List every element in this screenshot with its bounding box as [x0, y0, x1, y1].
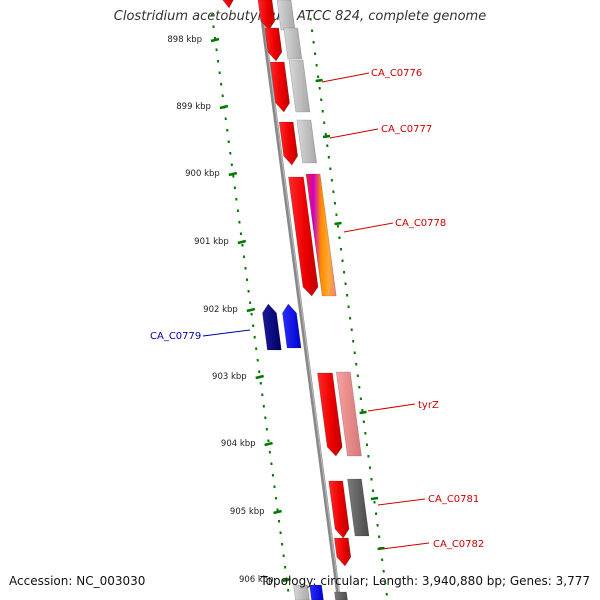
- tick-mark: [322, 134, 331, 139]
- tick-label: 901 kbp: [194, 237, 229, 247]
- backbone-highlight: [260, 0, 341, 600]
- gene-label: CA_C0779: [150, 331, 201, 342]
- gene-arrow: [309, 584, 324, 600]
- gene-label: tyrZ: [418, 400, 439, 411]
- tick-mark: [246, 307, 256, 313]
- cog-bar: [293, 584, 310, 600]
- gene-arrow-tyrz: [317, 372, 343, 457]
- tick-mark: [228, 171, 238, 177]
- gene-arrow-ca-c0778: [288, 176, 319, 297]
- gene-label: CA_C0778: [395, 218, 446, 229]
- gene-arrow: [282, 303, 302, 349]
- tick-label: 906 kbp: [239, 575, 274, 585]
- cog-bar: [335, 371, 362, 457]
- tick-mark: [315, 78, 323, 83]
- genome-summary: Topology: circular; Length: 3,940,880 bp…: [260, 574, 590, 588]
- tick-label: 899 kbp: [176, 102, 211, 112]
- gene-arrow: [257, 0, 276, 31]
- gene-arrow: [264, 27, 283, 62]
- tick-mark: [255, 374, 264, 380]
- tick-mark: [273, 509, 282, 515]
- tick-label: 900 kbp: [185, 169, 220, 179]
- gene-arrow-ca-c0782: [333, 537, 352, 567]
- gene-leader-line: [329, 128, 379, 139]
- tick-label: 898 kbp: [167, 35, 202, 45]
- gene-arrow-ca-c0781: [328, 480, 350, 539]
- gene-arrow-ca-c0776: [269, 61, 290, 113]
- gene-label: CA_C0777: [381, 124, 432, 135]
- cog-bar-multi: [305, 173, 337, 297]
- cog-bar: [334, 591, 348, 600]
- backbone-line: [258, 0, 341, 600]
- accession-label: Accession: NC_003030: [9, 574, 146, 588]
- cog-bar: [283, 27, 303, 60]
- tick-label: 902 kbp: [203, 305, 238, 315]
- tick-mark: [219, 104, 229, 110]
- tick-label: 904 kbp: [221, 439, 256, 449]
- tick-mark: [264, 441, 273, 447]
- cog-bar: [288, 59, 311, 113]
- gene-arrow-ca-c0779: [262, 303, 282, 351]
- genome-title: Clostridium acetobutylicum ATCC 824, com…: [113, 9, 487, 24]
- gene-arrow-ca-c0777: [278, 121, 298, 166]
- tick-mark: [334, 221, 342, 226]
- tick-label: 903 kbp: [212, 372, 247, 382]
- tick-mark: [210, 37, 220, 43]
- cog-bar: [296, 119, 317, 164]
- gene-label: CA_C0781: [428, 494, 479, 505]
- cog-bar: [347, 478, 370, 537]
- gene-leader-line: [377, 498, 426, 506]
- tick-mark: [237, 239, 247, 245]
- tick-label: 905 kbp: [230, 507, 265, 517]
- gene-leader-line: [321, 72, 370, 83]
- gene-label: CA_C0782: [433, 539, 484, 550]
- gene-label: CA_C0776: [371, 68, 422, 79]
- gene-arrow: [221, 0, 235, 9]
- tick-mark: [282, 577, 291, 583]
- gene-leader-line: [202, 329, 251, 337]
- cog-bar: [276, 0, 296, 31]
- tick-mark: [377, 546, 385, 551]
- tick-mark: [370, 496, 379, 501]
- gene-leader-line: [381, 542, 430, 550]
- gene-leader-line: [367, 403, 416, 412]
- gene-leader-line: [343, 222, 394, 233]
- tick-mark: [359, 410, 367, 415]
